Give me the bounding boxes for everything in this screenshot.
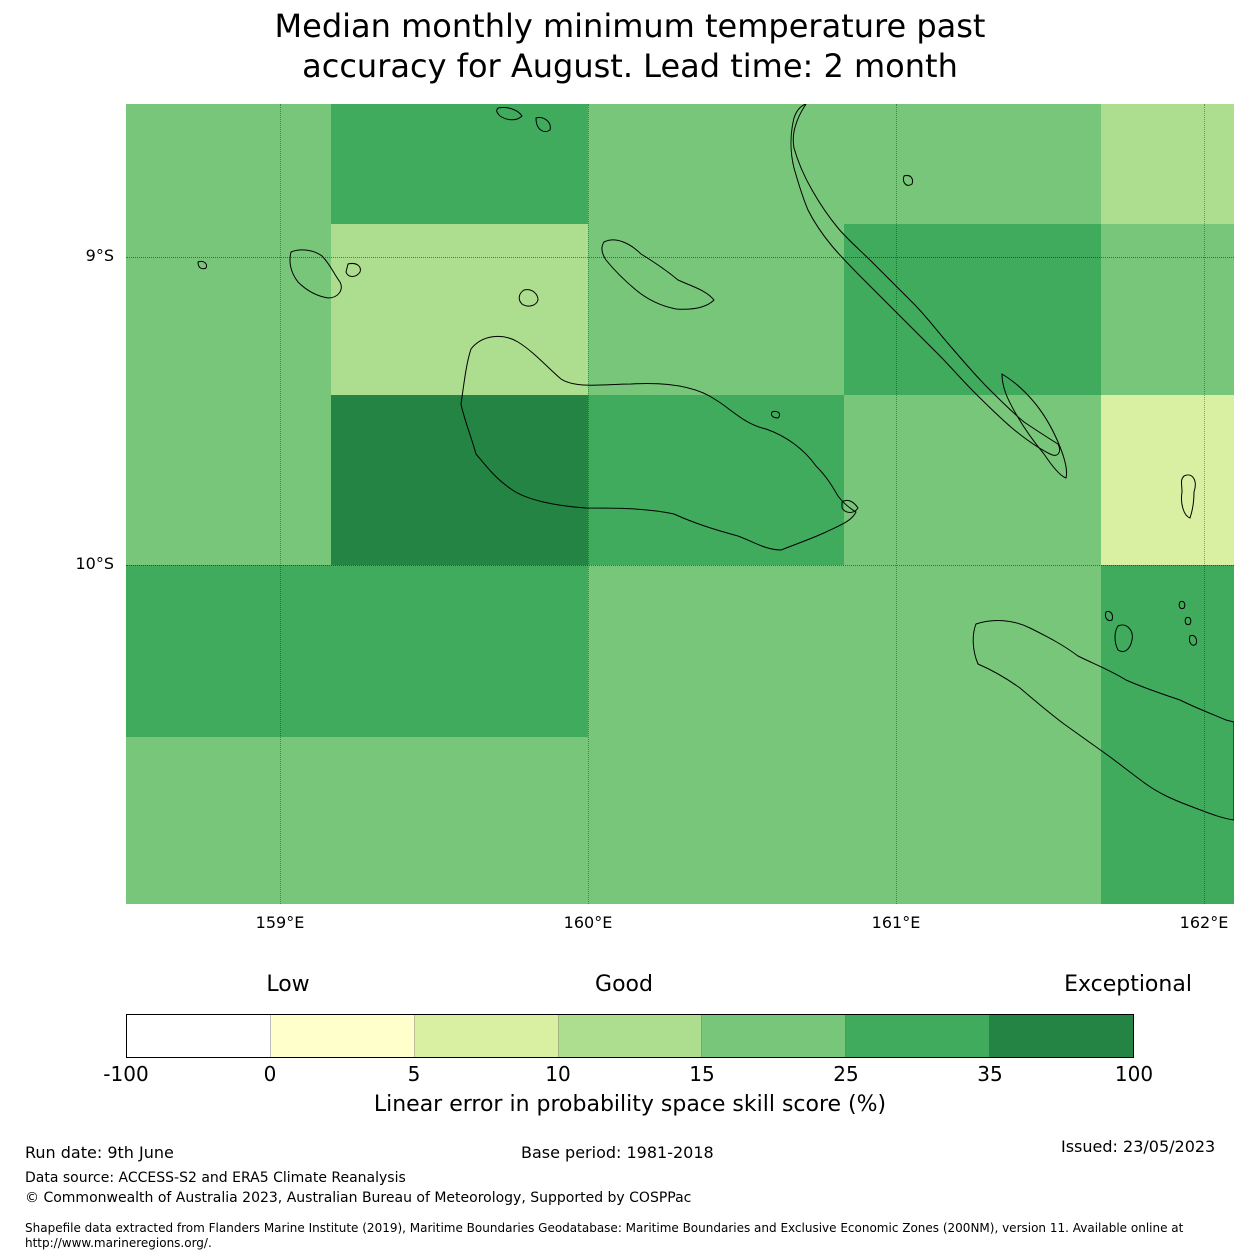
colorbar-tick: 5 <box>407 1062 421 1086</box>
colorbar-tick: 25 <box>833 1062 859 1086</box>
santa-isabel-coast <box>790 104 1061 456</box>
grid-cell <box>1101 565 1234 737</box>
western-islet-coast <box>197 261 207 270</box>
grid-cell <box>1101 737 1234 904</box>
tulagi-islet-coast <box>771 411 781 419</box>
small-islet-c-coast <box>1184 617 1192 625</box>
colorbar-tick: 15 <box>689 1062 715 1086</box>
russell-islet-coast <box>345 263 361 277</box>
colorbar-segment <box>558 1015 703 1057</box>
grid-cell <box>126 224 331 395</box>
grid-cell <box>588 104 1101 224</box>
grid-cell <box>126 565 588 737</box>
colorbar-segment <box>127 1015 271 1057</box>
colorbar-tick: 35 <box>977 1062 1003 1086</box>
makira-coast <box>972 620 1234 821</box>
small-islet-a-coast <box>1105 611 1113 621</box>
data-source: Data source: ACCESS-S2 and ERA5 Climate … <box>25 1170 406 1186</box>
shapefile-credit-line-1: Shapefile data extracted from Flanders M… <box>25 1221 1184 1235</box>
cape-islet-coast <box>841 499 859 513</box>
colorbar-tick: 100 <box>1114 1062 1154 1086</box>
grid-cell <box>331 224 588 395</box>
legend-colorbar <box>126 1014 1134 1058</box>
legend-category-low: Low <box>266 972 310 997</box>
grid-cell <box>126 104 331 224</box>
grid-cell <box>1101 395 1234 565</box>
ugi-island-coast <box>1114 624 1133 653</box>
colorbar-segment <box>990 1015 1134 1057</box>
grid-cell <box>588 565 1101 737</box>
small-islet-b-coast <box>1178 601 1186 609</box>
legend-category-good: Good <box>595 972 653 997</box>
grid-cell <box>331 104 588 224</box>
shapefile-credit-line-2: http://www.marineregions.org/. <box>25 1236 212 1250</box>
grid-cell <box>588 224 844 395</box>
colorbar-tick: -100 <box>103 1062 149 1086</box>
florida-islands-coast <box>601 239 715 310</box>
lon-label-162e: 162°E <box>1179 913 1229 932</box>
colorbar-segment <box>414 1015 559 1057</box>
grid-cell <box>844 395 1101 565</box>
base-period: Base period: 1981-2018 <box>521 1143 714 1162</box>
copyright: © Commonwealth of Australia 2023, Austra… <box>25 1190 692 1206</box>
colorbar-segment <box>846 1015 991 1057</box>
shapefile-credit: Shapefile data extracted from Flanders M… <box>25 1221 1245 1251</box>
legend-category-exceptional: Exceptional <box>1064 972 1192 997</box>
lat-label-10s: 10°S <box>75 554 114 573</box>
title-line-1: Median monthly minimum temperature past <box>274 7 986 45</box>
north-islet-b-coast <box>535 117 551 132</box>
parallel-10s <box>126 565 1234 566</box>
colorbar-tick: 10 <box>545 1062 571 1086</box>
grid-cell <box>588 395 844 565</box>
colorbar-segment <box>702 1015 847 1057</box>
east-islet-coast <box>1181 474 1196 519</box>
ngella-north-coast <box>903 175 913 186</box>
small-islet-d-coast <box>1189 635 1197 646</box>
parallel-9s <box>126 257 1234 258</box>
lon-label-161e: 161°E <box>871 913 921 932</box>
colorbar-tick: 0 <box>263 1062 277 1086</box>
russell-islands-coast <box>289 249 342 299</box>
malaita-coast <box>1001 373 1067 479</box>
north-islet-coast <box>496 107 523 121</box>
grid-cell <box>1101 224 1234 395</box>
meridian-159 <box>280 104 281 904</box>
savo-island-coast <box>518 289 539 307</box>
colorbar-label: Linear error in probability space skill … <box>373 1092 887 1117</box>
meridian-160 <box>588 104 589 904</box>
coastline-outlines <box>197 104 1234 821</box>
meridian-162 <box>1204 104 1205 904</box>
grid-cell <box>1101 104 1234 224</box>
run-date: Run date: 9th June <box>25 1143 174 1162</box>
grid-cell <box>331 395 588 565</box>
lon-label-160e: 160°E <box>563 913 613 932</box>
title-line-2: accuracy for August. Lead time: 2 month <box>302 47 958 85</box>
guadalcanal-coast <box>460 335 857 551</box>
meridian-161 <box>896 104 897 904</box>
grid-cell <box>126 737 1101 904</box>
colorbar-segment <box>270 1015 415 1057</box>
map-title: Median monthly minimum temperature past … <box>0 6 1260 86</box>
issued-date: Issued: 23/05/2023 <box>1061 1137 1216 1156</box>
skill-map <box>126 104 1234 904</box>
lat-label-9s: 9°S <box>85 246 114 265</box>
lon-label-159e: 159°E <box>255 913 305 932</box>
grid-cell <box>844 224 1101 395</box>
grid-cell <box>126 395 331 565</box>
